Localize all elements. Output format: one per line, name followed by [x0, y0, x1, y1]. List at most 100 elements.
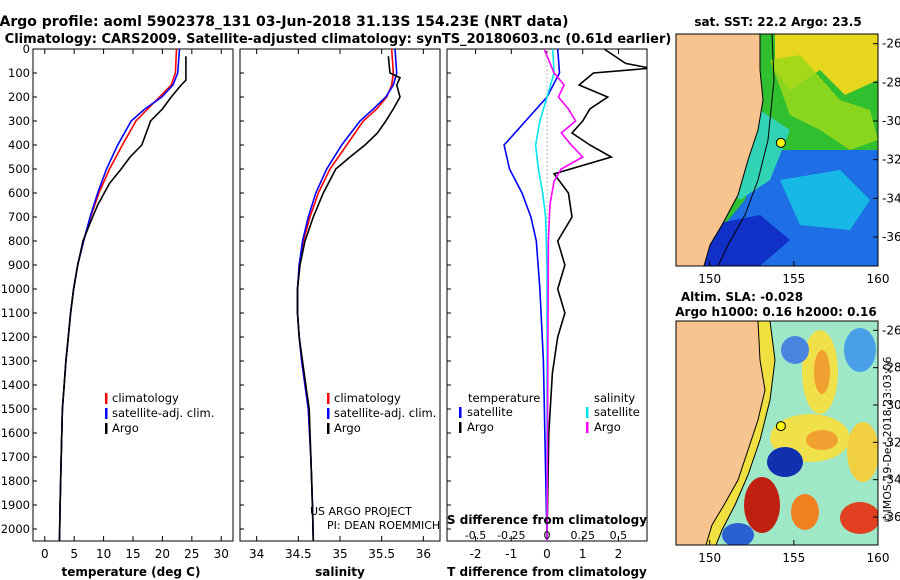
depth-tick-label: 300 — [8, 114, 30, 128]
figure-title-line2: Climatology: CARS2009. Satellite-adjuste… — [5, 32, 672, 47]
legend-label: Argo — [594, 420, 621, 434]
credit-pi: PI: DEAN ROEMMICH — [327, 519, 440, 532]
x-tick-label: 35 — [332, 547, 347, 561]
legend-label: Argo — [112, 421, 139, 435]
map-lat-label: -36 — [882, 230, 900, 244]
sst-coastline — [703, 34, 764, 266]
x-tick-label: 30 — [214, 547, 229, 561]
legend-swatch — [105, 408, 108, 419]
x-tick-label: 35.5 — [368, 547, 395, 561]
depth-tick-label: 1600 — [1, 426, 30, 440]
legend-label: climatology — [334, 391, 401, 405]
x-tick-label: 15 — [125, 547, 140, 561]
x-tick-label: 10 — [96, 547, 111, 561]
map-lon-label: 155 — [782, 551, 805, 565]
s-difference-caption: S difference from climatology — [447, 513, 647, 527]
temperature-x-ticks: 0 5 10 15 20 25 30 — [41, 49, 229, 561]
map-lon-label: 160 — [867, 272, 890, 286]
depth-tick-labels: 0 100 200 300 400 500 600 700 800 900 1000 1100 1200… — [1, 42, 37, 536]
series-argo — [58, 56, 187, 541]
sla-cyclonic-eddy — [767, 447, 803, 477]
x-tick-label: 34.5 — [285, 547, 312, 561]
map-lat-label: -34 — [882, 191, 900, 205]
s-diff-tick-label: 0 — [544, 529, 551, 542]
depth-tick-label: 1700 — [1, 450, 30, 464]
sst-argo-marker — [775, 137, 786, 148]
sla-orange-north — [814, 350, 830, 394]
depth-tick-label: 100 — [8, 66, 30, 80]
x-tick-label: 1 — [579, 547, 587, 561]
legend-label: Argo — [467, 420, 494, 434]
sla-yellow-east — [847, 422, 878, 482]
sla-shelf-contour — [715, 321, 776, 545]
salinity-panel: 34 34.5 35 35.5 36 salinity climatologysatel… — [239, 48, 441, 579]
difference-depth-ticks — [447, 48, 451, 530]
legend-swatch — [586, 422, 589, 433]
sla-map-ticks: -26 -28 -30 -32 -34 -36 150 155 160 — [698, 323, 900, 565]
sst-cyan-strip — [730, 110, 790, 200]
sst-cyan-patch — [780, 170, 870, 230]
t-difference-xlabel: T difference from climatology — [447, 565, 647, 579]
temperature-axes-frame — [32, 48, 234, 542]
legend-swatch — [459, 407, 462, 418]
map-lat-label: -28 — [882, 361, 900, 375]
difference-legend: temperature salinitysatelliteArgosatellit… — [459, 391, 640, 434]
series-temperature-satellite — [503, 49, 561, 541]
sla-blue-east — [844, 328, 876, 372]
figure-title-line1: Argo profile: aoml 5902378_131 03-Jun-20… — [0, 14, 569, 30]
credit-project: US ARGO PROJECT — [310, 505, 412, 518]
sla-map-frame — [675, 320, 879, 546]
series-temperature-argo — [546, 49, 647, 541]
depth-tick-label: 900 — [8, 258, 30, 272]
sla-orange-mid — [806, 430, 838, 450]
sla-orange-south — [791, 494, 819, 530]
sst-map-ticks: -26 -28 -30 -32 -34 -36 150 155 160 — [698, 37, 900, 286]
sst-map-title: sat. SST: 22.2 Argo: 23.5 — [694, 15, 861, 29]
s-diff-tick-label: 0.5 — [610, 529, 628, 542]
depth-tick-label: 1100 — [1, 306, 30, 320]
legend-title-salinity: salinity — [594, 391, 635, 405]
difference-panel: -2 -1 0 1 2 S difference from climatology -0… — [446, 48, 648, 579]
x-tick-label: -2 — [470, 547, 482, 561]
s-diff-tick-label: 0.25 — [570, 529, 595, 542]
salinity-axes-frame — [239, 48, 441, 542]
legend-label: satellite — [594, 405, 640, 419]
sst-cool-core — [700, 215, 790, 266]
timestamp-stamp: ©IMOS 19-Dec-2018 23:03:06 — [881, 357, 894, 524]
depth-tick-label: 600 — [8, 186, 30, 200]
temperature-panel: 0100200300400500600700800900100011001200… — [1, 42, 234, 579]
temperature-xlabel: temperature (deg C) — [62, 565, 201, 579]
difference-profiles — [503, 49, 647, 541]
legend-swatch — [105, 423, 108, 434]
map-lat-label: -28 — [882, 75, 900, 89]
sla-blue-south — [722, 523, 754, 545]
depth-tick-label: 1500 — [1, 402, 30, 416]
depth-tick-label: 0 — [23, 42, 30, 56]
depth-tick-label: 1200 — [1, 330, 30, 344]
map-lat-label: -32 — [882, 435, 900, 449]
depth-tick-label: 400 — [8, 138, 30, 152]
map-lat-label: -34 — [882, 473, 900, 487]
sst-map-frame — [675, 33, 879, 267]
depth-tick-label: 1800 — [1, 474, 30, 488]
series-salinity-argo — [543, 49, 584, 541]
sla-anticyclonic-eddy — [744, 477, 780, 533]
legend-label: satellite-adj. clim. — [112, 406, 214, 420]
depth-tick-label: 1400 — [1, 378, 30, 392]
map-lon-label: 150 — [698, 551, 721, 565]
sla-map-title-line2: Argo h1000: 0.16 h2000: 0.16 — [675, 305, 876, 319]
legend-title-temperature: temperature — [468, 391, 540, 405]
map-lon-label: 150 — [698, 272, 721, 286]
sla-coastline — [705, 321, 766, 545]
s-diff-tick-label: -0.5 — [465, 529, 486, 542]
depth-tick-label: 500 — [8, 162, 30, 176]
map-lon-label: 155 — [782, 272, 805, 286]
map-lat-label: -32 — [882, 153, 900, 167]
legend-swatch — [327, 423, 330, 434]
legend-label: satellite-adj. clim. — [334, 406, 436, 420]
map-lat-label: -26 — [882, 37, 900, 51]
legend-swatch — [105, 393, 108, 404]
sst-map-panel: sat. SST: 22.2 Argo: 23.5 -26 -28 -30 -32 -3… — [675, 15, 900, 286]
